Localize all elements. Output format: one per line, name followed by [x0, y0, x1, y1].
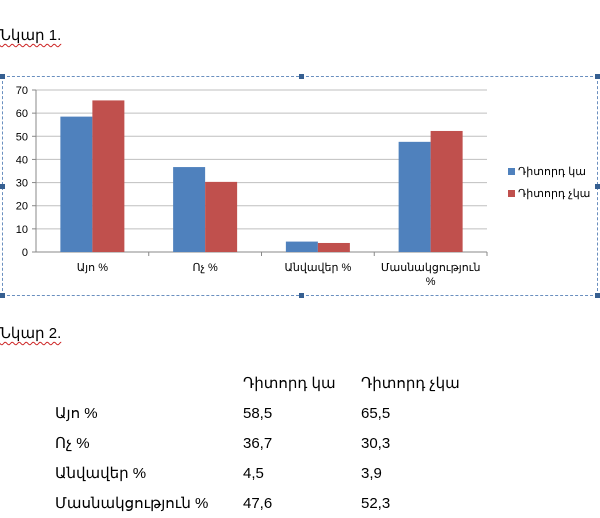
table-cell: Ոչ %: [55, 435, 90, 452]
bar-2: [92, 100, 125, 253]
table-cell: Այո %: [55, 405, 98, 422]
bar-1: [285, 241, 318, 252]
y-tick-label: 20: [16, 201, 28, 213]
resize-handle-top-middle[interactable]: [299, 74, 304, 79]
table-cell: 36,7: [243, 434, 273, 452]
table-cell: 65,5: [361, 404, 391, 422]
legend-label: Դիտորդ չկա: [518, 188, 590, 200]
x-tick-label: Անվավեր %: [284, 262, 351, 274]
y-tick-label: 30: [16, 178, 28, 190]
resize-handle-top-right[interactable]: [595, 74, 600, 79]
table-cell: 30,3: [361, 434, 391, 452]
table-row: Այո % 58,5 65,5: [55, 398, 481, 428]
resize-handle-top-left[interactable]: [0, 74, 5, 79]
bar-1: [398, 141, 431, 252]
data-table: Դիտորդ կա Դիտորդ չկա Այո % 58,5 65,5 Ոչ …: [55, 368, 481, 518]
table-cell: 4,5: [243, 464, 264, 482]
bar-2: [205, 181, 238, 252]
bar-2: [430, 130, 463, 252]
resize-handle-middle-left[interactable]: [0, 184, 5, 189]
bar-1: [60, 116, 93, 252]
table-cell: 52,3: [361, 494, 391, 512]
y-tick-label: 10: [16, 224, 28, 236]
table-header-cell: Դիտորդ կա: [243, 375, 336, 392]
legend-swatch: [508, 168, 515, 175]
table-row: Ոչ % 36,7 30,3: [55, 428, 481, 458]
legend-swatch: [508, 190, 515, 197]
x-tick-label: Մասնակցություն%: [381, 262, 481, 288]
resize-handle-bottom-middle[interactable]: [299, 293, 304, 298]
y-tick-label: 0: [22, 247, 28, 259]
table-header-cell: [55, 368, 243, 398]
bar-2: [317, 242, 350, 252]
y-tick-label: 70: [16, 85, 28, 97]
y-tick-label: 60: [16, 108, 28, 120]
table-row: Մասնակցություն % 47,6 52,3: [55, 488, 481, 518]
table-cell: 3,9: [361, 464, 382, 482]
legend-label: Դիտորդ կա: [518, 166, 586, 178]
figure2-caption: Նկար 2.: [0, 325, 62, 342]
resize-handle-bottom-right[interactable]: [595, 293, 600, 298]
y-tick-label: 50: [16, 131, 28, 143]
table-header-cell: Դիտորդ չկա: [361, 375, 460, 392]
table-row: Անվավեր % 4,5 3,9: [55, 458, 481, 488]
table-cell: Անվավեր %: [55, 465, 147, 482]
resize-handle-bottom-left[interactable]: [0, 293, 5, 298]
table-cell: 47,6: [243, 494, 273, 512]
table-header-row: Դիտորդ կա Դիտորդ չկա: [55, 368, 481, 398]
bar-1: [173, 167, 206, 252]
resize-handle-middle-right[interactable]: [595, 184, 600, 189]
y-tick-label: 40: [16, 154, 28, 166]
table-cell: Մասնակցություն %: [55, 495, 209, 512]
x-tick-label: Ոչ %: [192, 262, 218, 274]
table-cell: 58,5: [243, 404, 273, 422]
bar-chart: 0 10 20 30 40 50 60 70 Այո % Ոչ % Անվավեր % Մասնակց…: [16, 85, 591, 288]
figure1-caption: Նկար 1.: [0, 27, 62, 44]
chart-frame[interactable]: 0 10 20 30 40 50 60 70 Այո % Ոչ % Անվավեր % Մասնակց…: [0, 74, 600, 298]
x-tick-label: Այո %: [77, 262, 108, 274]
